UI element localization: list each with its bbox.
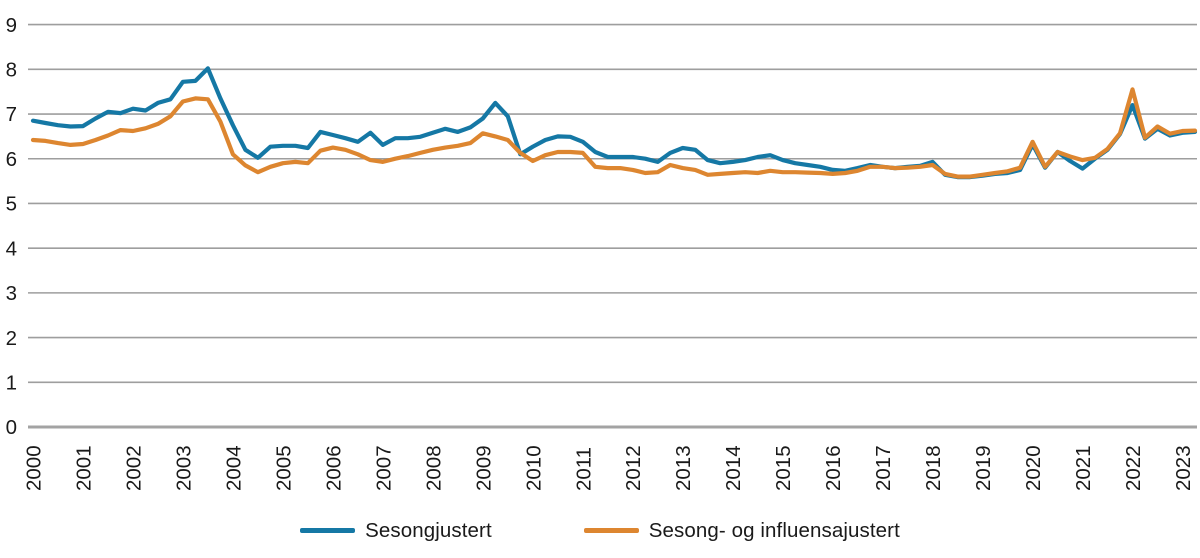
x-tick-label: 2013 bbox=[672, 445, 695, 491]
x-tick-label: 2009 bbox=[472, 445, 495, 491]
y-tick-label: 1 bbox=[6, 371, 17, 394]
x-tick-label: 2000 bbox=[23, 445, 46, 491]
x-tick-label: 2014 bbox=[722, 445, 745, 491]
x-tick-label: 2004 bbox=[222, 445, 245, 491]
legend-line-swatch-orange bbox=[583, 528, 639, 533]
x-tick-label: 2015 bbox=[772, 445, 795, 491]
legend-item-sesongjustert: Sesongjustert bbox=[300, 519, 492, 543]
legend-line-swatch-blue bbox=[300, 528, 356, 533]
x-tick-label: 2002 bbox=[122, 445, 145, 491]
y-tick-label: 7 bbox=[6, 103, 17, 126]
x-tick-label: 2023 bbox=[1172, 445, 1195, 491]
y-tick-label: 5 bbox=[6, 193, 17, 216]
x-tick-label: 2019 bbox=[972, 445, 995, 491]
x-tick-label: 2021 bbox=[1072, 445, 1095, 491]
x-tick-label: 2007 bbox=[372, 445, 395, 491]
x-tick-label: 2017 bbox=[872, 445, 895, 491]
chart-canvas: 0 1 2 3 4 5 6 7 8 9 2000 2001 2002 2003 2004 2005 2006 20… bbox=[6, 14, 1198, 491]
x-tick-label: 2001 bbox=[72, 445, 95, 491]
x-tick-label: 2012 bbox=[622, 445, 645, 491]
x-tick-label: 2020 bbox=[1022, 445, 1045, 491]
y-tick-label: 0 bbox=[6, 416, 17, 439]
x-tick-label: 2005 bbox=[272, 445, 295, 491]
y-tick-label: 8 bbox=[6, 59, 17, 82]
x-tick-label: 2022 bbox=[1122, 445, 1145, 491]
x-tick-label: 2008 bbox=[422, 445, 445, 491]
x-tick-label: 2018 bbox=[922, 445, 945, 491]
chart-legend: Sesongjustert Sesong- og influensajuster… bbox=[0, 503, 1200, 558]
series-line-sesongjustert bbox=[30, 66, 1198, 180]
series-line-influensajustert bbox=[30, 87, 1198, 179]
x-tick-label: 2011 bbox=[572, 447, 595, 491]
legend-label-sesongjustert: Sesongjustert bbox=[365, 518, 492, 542]
y-tick-label: 6 bbox=[6, 148, 17, 171]
legend-item-influensajustert: Sesong- og influensajustert bbox=[583, 518, 900, 543]
legend-label-influensajustert: Sesong- og influensajustert bbox=[648, 518, 900, 542]
y-tick-label: 2 bbox=[6, 327, 17, 350]
x-tick-label: 2010 bbox=[522, 445, 545, 491]
y-tick-label: 9 bbox=[6, 14, 17, 37]
x-tick-label: 2016 bbox=[822, 445, 845, 491]
y-tick-label: 3 bbox=[6, 282, 17, 305]
x-tick-label: 2003 bbox=[172, 445, 195, 491]
x-tick-label: 2006 bbox=[322, 445, 345, 491]
y-tick-label: 4 bbox=[6, 237, 17, 260]
